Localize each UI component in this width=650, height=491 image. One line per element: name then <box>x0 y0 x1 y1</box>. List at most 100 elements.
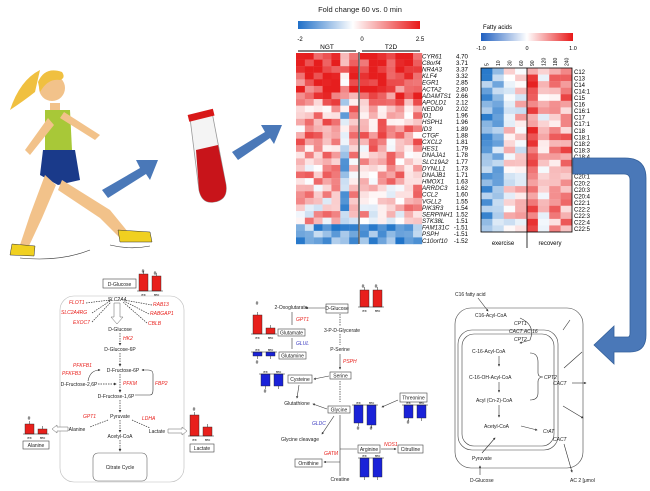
fatty-heatmap-cell <box>515 120 527 128</box>
cact-label-b: CACT <box>553 437 568 443</box>
gene-heatmap-cell <box>349 92 359 100</box>
gene-heatmap-cell <box>404 112 414 120</box>
gene-heatmap-cell <box>322 92 332 100</box>
fold-change-value: 2.12 <box>456 99 469 106</box>
gene-heatmap-cell <box>368 125 378 133</box>
fatty-heatmap-cell <box>503 87 516 95</box>
bar <box>37 428 48 435</box>
fatty-heatmap-cell <box>515 212 527 220</box>
c16-acyl-coa-inner-label: C-16-Acyl-CoA <box>472 349 506 355</box>
fatty-acid-heatmap: Fatty acids -1.0 0 1.0 5 10 30 60 90 120 180 24… <box>476 25 591 248</box>
gene-heatmap-cell <box>395 184 405 192</box>
gene-heatmap-cell <box>322 72 332 80</box>
oxoglutarate-label: 2-Oxoglutarate <box>274 305 307 311</box>
gene-heatmap-cell <box>360 132 370 139</box>
fatty-heatmap-cell <box>560 218 573 226</box>
fatty-heatmap-cell <box>492 74 504 82</box>
gene-heatmap-cell <box>404 132 414 139</box>
fatty-heatmap-cell <box>481 74 493 82</box>
lactate-label: Lactate <box>149 429 166 435</box>
fatty-heatmap-cell <box>526 153 539 161</box>
gene-heatmap-cell <box>413 204 423 212</box>
group-ngt-label: NGT <box>320 44 334 51</box>
glutathione-label: Glutathione <box>284 401 310 407</box>
gene-heatmap-cell <box>331 105 341 113</box>
gene-heatmap-cell <box>322 211 332 218</box>
fatty-heatmap-cell <box>560 74 573 82</box>
gene-label: ARRDC3 <box>421 185 448 192</box>
gene-heatmap-cell <box>296 145 306 152</box>
gene-heatmap-cell <box>304 66 314 73</box>
gene-heatmap-cell <box>313 164 323 172</box>
crat-label: CrAT <box>543 429 555 435</box>
gene-heatmap-cell <box>349 224 359 232</box>
fatty-heatmap-cell <box>560 94 573 101</box>
fatty-heatmap-cell <box>515 186 527 193</box>
arrow-runner-to-blood-icon <box>102 160 158 198</box>
gene-heatmap-cell <box>386 79 396 87</box>
gene-heatmap-cell <box>360 230 370 238</box>
fatty-heatmap-cell <box>515 153 527 161</box>
fatty-heatmap-cell <box>481 120 493 128</box>
fatty-heatmap-cell <box>481 159 493 167</box>
gene-heatmap-cell <box>322 230 332 238</box>
gene-heatmap-cell <box>304 132 314 139</box>
fatty-heatmap-cell <box>503 146 516 154</box>
fatty-scale-min: -1.0 <box>476 46 485 52</box>
bar <box>265 351 276 357</box>
gene-heatmap-cell <box>331 85 341 93</box>
gene-heatmap-cell <box>331 59 341 67</box>
gene-heatmap-cell <box>377 191 387 199</box>
timepoint-label: 60 <box>519 60 525 66</box>
gene-heatmap-cell <box>413 184 423 192</box>
fatty-heatmap-cell <box>537 212 550 220</box>
ornithine-label: Ornithine <box>298 461 319 467</box>
gene-heatmap-cell <box>313 138 323 146</box>
bar-label: ex <box>255 347 259 352</box>
gene-heatmap-cell <box>368 138 378 146</box>
gene-heatmap-cell <box>404 105 414 113</box>
gene-label: FAM131C <box>422 225 450 232</box>
gene-heatmap-cell <box>368 118 378 126</box>
gene-flot1: FLOT1 <box>69 300 85 306</box>
gene-heatmap-cell <box>340 72 350 80</box>
fatty-heatmap-cell <box>560 159 573 167</box>
gene-heatmap-cell <box>386 59 396 67</box>
gene-heatmap-cell <box>313 217 323 225</box>
bar-label: rec <box>154 292 160 297</box>
gene-heatmap-cell <box>404 217 414 225</box>
gene-heatmap-cell <box>349 158 359 166</box>
gene-heatmap-cell <box>331 138 341 146</box>
gene-heatmap-cell <box>377 151 387 159</box>
fatty-heatmap-cell <box>560 153 573 161</box>
fatty-heatmap-cell <box>492 225 504 233</box>
fatty-heatmap-cell <box>515 166 527 174</box>
gene-heatmap-cell <box>360 66 370 73</box>
fatty-acid-label: C17:1 <box>574 122 591 128</box>
fatty-heatmap-cell <box>537 199 550 206</box>
gene-heatmap-cell <box>313 105 323 113</box>
gene-heatmap-cell <box>296 184 306 192</box>
gene-heatmap-cell <box>304 151 314 159</box>
bar-label: ex <box>356 400 360 405</box>
gene-heatmap-cell <box>377 171 387 179</box>
fatty-acid-label: C18:3 <box>574 148 591 154</box>
gene-heatmap-cell <box>404 125 414 133</box>
fatty-heatmap-cell <box>515 74 527 82</box>
fatty-heatmap-cell <box>537 166 550 174</box>
gene-heatmap-cell <box>360 217 370 225</box>
gene-colorbar <box>298 21 420 29</box>
fatty-heatmap-cell <box>560 140 573 147</box>
bar <box>372 289 383 308</box>
fatty-heatmap-cell <box>560 113 573 121</box>
fatty-heatmap-cell <box>503 94 516 101</box>
gene-heatmap-cell <box>322 138 332 146</box>
gene-heatmap-cell <box>404 151 414 159</box>
fatty-acid-label: C14:1 <box>574 89 591 95</box>
gene-heatmap-cell <box>331 118 341 126</box>
pyruvate-label: Pyruvate <box>110 414 130 420</box>
gene-heatmap-cell <box>360 59 370 67</box>
gene-heatmap-cell <box>368 224 378 232</box>
gene-heatmap-cell <box>340 164 350 172</box>
gene-heatmap-cell <box>296 230 306 238</box>
